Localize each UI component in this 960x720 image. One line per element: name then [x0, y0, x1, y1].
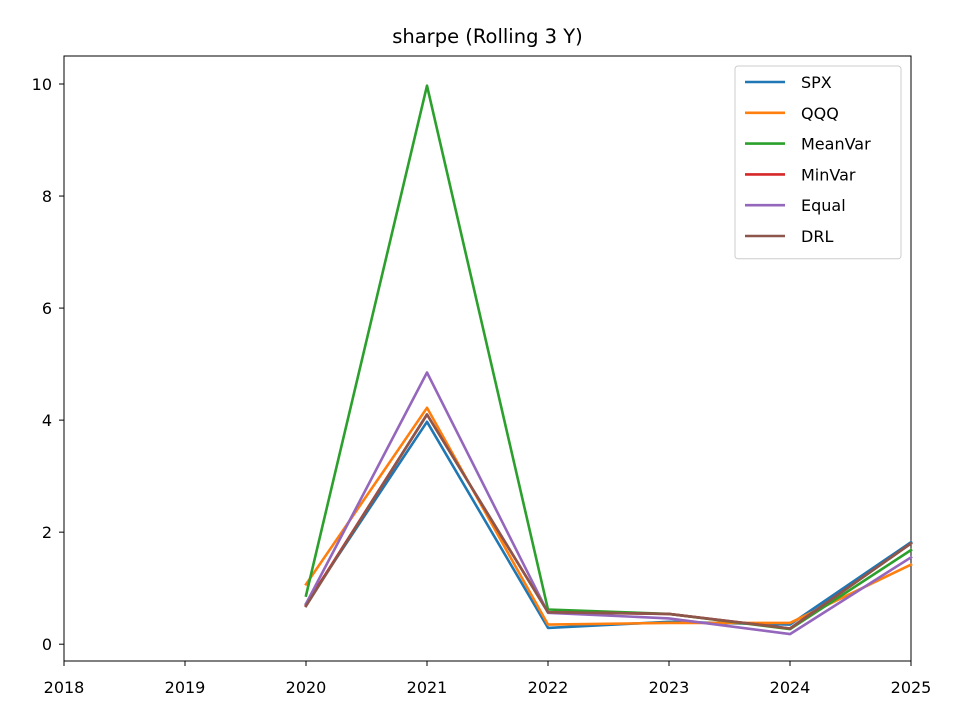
y-tick-label: 2	[42, 523, 52, 542]
legend-label: QQQ	[801, 104, 839, 123]
x-axis: 2018 2019 2020 2021 2022 2023 2024 2025	[44, 661, 932, 697]
x-tick-label: 2020	[286, 678, 327, 697]
legend: SPX QQQ MeanVar MinVar Equal DRL	[734, 65, 902, 260]
y-axis: 0 2 4 6 8 10	[32, 75, 64, 654]
x-tick-label: 2018	[44, 678, 85, 697]
x-tick-label: 2022	[528, 678, 569, 697]
y-tick-label: 4	[42, 411, 52, 430]
x-tick-label: 2025	[891, 678, 932, 697]
series-line-meanvar	[304, 84, 913, 631]
legend-label: MeanVar	[801, 135, 871, 154]
chart-title: sharpe (Rolling 3 Y)	[392, 25, 583, 48]
legend-box	[734, 65, 902, 260]
y-tick-label: 6	[42, 299, 52, 318]
legend-label: DRL	[801, 227, 833, 246]
x-tick-label: 2021	[407, 678, 448, 697]
legend-label: Equal	[801, 196, 846, 215]
y-tick-label: 10	[32, 75, 52, 94]
series-layer	[304, 84, 913, 636]
x-tick-label: 2019	[165, 678, 206, 697]
axes-frame	[63, 55, 912, 662]
y-tick-label: 0	[42, 635, 52, 654]
series-line-equal	[304, 371, 913, 636]
legend-label: SPX	[801, 73, 832, 92]
legend-label: MinVar	[801, 165, 856, 184]
y-tick-label: 8	[42, 187, 52, 206]
plot-area	[63, 55, 912, 662]
x-tick-label: 2023	[649, 678, 690, 697]
x-tick-label: 2024	[770, 678, 811, 697]
series-line-drl	[304, 413, 913, 630]
series-line-qqq	[304, 406, 913, 626]
series-line-minvar	[304, 413, 913, 630]
